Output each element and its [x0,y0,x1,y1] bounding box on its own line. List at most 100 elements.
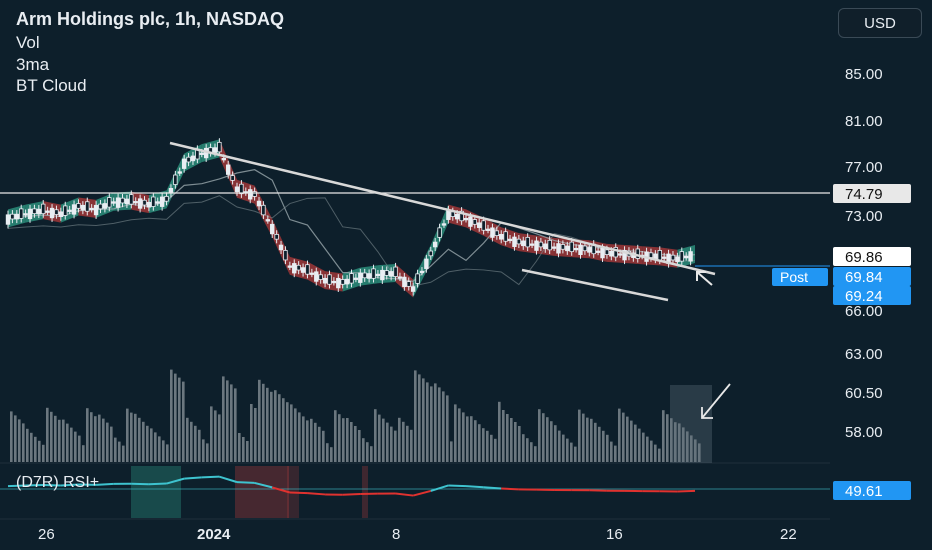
volume-bar [586,417,589,462]
volume-bar [298,412,301,462]
volume-bar [130,412,133,462]
candle-body [234,186,240,193]
candle-body [525,236,530,248]
price-axis[interactable]: 85.00 81.00 77.00 73.00 66.00 63.00 60.5… [845,66,883,441]
candle-body [173,174,178,185]
volume-bar [594,422,597,462]
rsi-segment [60,483,79,487]
candle-body [146,201,152,208]
candle-body [217,141,222,153]
indicator-label-bt-cloud[interactable]: BT Cloud [16,76,87,95]
volume-bar [442,391,445,462]
candle-body [635,248,640,259]
volume-bar [474,420,477,462]
volume-bar [430,386,433,462]
volume-bar [110,426,113,462]
candle-body [89,207,94,211]
indicator-label-vol[interactable]: Vol [16,33,40,52]
volume-bar [42,444,45,462]
candle-body [507,238,513,242]
candle-body [648,252,654,258]
currency-button[interactable]: USD [838,8,922,38]
candle-body [419,270,425,274]
candle-body [27,208,33,220]
rsi-panel-label[interactable]: (D7R) RSI+ [16,474,100,491]
candle-body [485,228,491,231]
volume-bar [694,439,697,462]
volume-bar [10,411,13,462]
indicator-label-3ma[interactable]: 3ma [16,55,50,74]
volume-bar [666,414,669,462]
candle-body [287,265,293,268]
volume-bar [98,414,101,462]
candle-body [155,201,160,204]
candle-body [670,254,676,261]
time-label: 16 [606,526,623,543]
volume-bar [34,436,37,462]
candle-body [221,158,226,161]
candle-body [410,286,416,292]
rsi-segment [430,484,449,492]
candle-body [63,205,68,216]
volume-bar [350,422,353,462]
volume-bar [506,414,509,462]
volume-bar [134,413,137,462]
candle-body [248,189,253,200]
candle-body [459,210,464,222]
volume-bar [530,442,533,462]
candle-body [32,208,37,215]
price-tick: 81.00 [845,113,883,130]
rsi-bear-band [235,466,289,518]
rsi-segment [184,476,202,480]
candle-body [142,199,147,206]
volume-bar [102,418,105,462]
candle-body [454,213,460,220]
rsi-segment [96,482,114,486]
volume-bar [578,409,581,462]
time-axis[interactable]: 26 2024 8 16 22 [38,526,797,543]
volume-bar [66,423,69,462]
volume-bar [154,432,157,462]
volume-bar [166,444,169,462]
volume-bar [622,412,625,462]
candle-body [375,273,381,277]
volume-bar [190,421,193,462]
volume-bar [54,415,57,462]
volume-bar [234,388,237,462]
volume-bar [534,446,537,462]
candle-body [14,213,20,220]
volume-tick: 60.50 [845,385,883,402]
volume-bar [454,404,457,462]
channel-lower-line [521,268,669,302]
volume-bar [310,418,313,462]
svg-text:Post: Post [780,269,808,285]
candle-body [102,203,108,209]
volume-bar [46,407,49,462]
volume-bar [366,442,369,462]
volume-bar [422,378,425,462]
candle-body [265,219,271,222]
volume-bar [358,430,361,462]
volume-bar [386,422,389,462]
volume-bar [558,430,561,462]
candle-body [151,196,156,207]
volume-bar [122,445,125,462]
candle-body [437,227,442,238]
candle-body [120,197,125,204]
candle-body [675,256,680,263]
svg-text:69.24: 69.24 [845,288,883,305]
candle-body [529,243,535,246]
volume-bar [626,416,629,462]
candle-body [556,243,561,254]
candle-body [512,236,517,247]
time-label: 22 [780,526,797,543]
candle-body [181,158,187,169]
candle-body [5,214,11,225]
candle-body [177,171,182,174]
volume-bar [186,417,189,462]
candle-body [41,203,46,215]
candle-body [58,211,64,217]
volume-bar [90,412,93,462]
volume-bar [674,422,677,462]
